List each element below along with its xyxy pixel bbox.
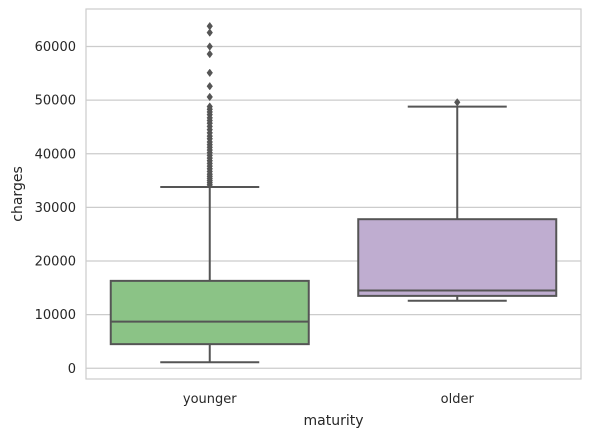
y-tick-label: 30000 (35, 201, 76, 216)
y-tick-label: 50000 (35, 94, 76, 109)
outlier-point (206, 92, 213, 102)
outlier-point (206, 42, 213, 51)
outlier-point (206, 49, 213, 59)
y-tick-label: 0 (68, 362, 76, 377)
plot-frame (85, 8, 582, 380)
outlier-point (206, 102, 213, 111)
outlier-point (206, 21, 213, 31)
box-younger (109, 279, 310, 346)
outlier-point (454, 98, 461, 107)
boxes (109, 21, 558, 364)
y-axis-ticks: 0 10000 20000 30000 40000 50000 60000 (35, 40, 76, 377)
y-axis-label: charges (10, 166, 26, 221)
y-tick-label: 10000 (35, 308, 76, 323)
x-tick-label: younger (183, 392, 237, 407)
outlier-point (206, 68, 213, 78)
y-tick-label: 40000 (35, 147, 76, 162)
y-tick-label: 20000 (35, 255, 76, 270)
x-axis-ticks: younger older (183, 392, 475, 407)
y-tick-label: 60000 (35, 40, 76, 55)
x-tick-label: older (441, 392, 475, 407)
outlier-point (206, 82, 213, 91)
box-older (357, 218, 558, 297)
outlier-point (206, 28, 213, 37)
x-axis-label: maturity (304, 413, 364, 429)
